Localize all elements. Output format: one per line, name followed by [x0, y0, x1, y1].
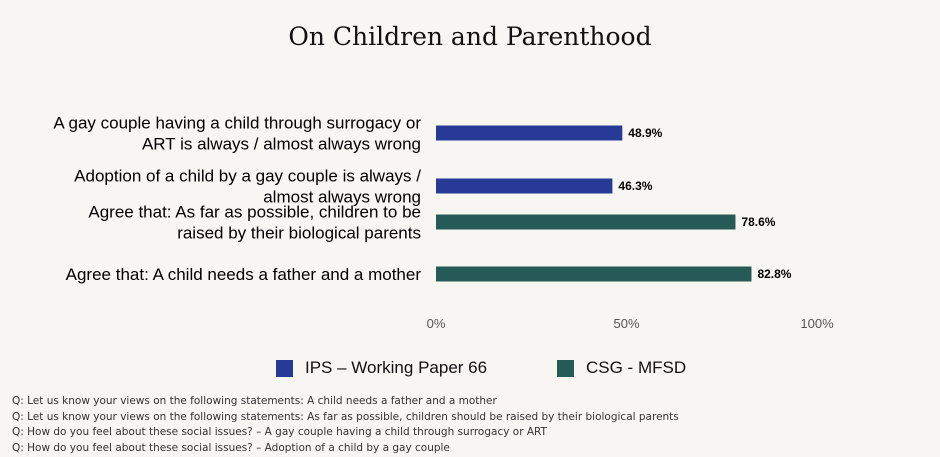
category-label: almost always wrong [263, 188, 421, 207]
bar [436, 214, 736, 230]
note-line: Q: Let us know your views on the followi… [12, 410, 679, 423]
note-line: Q: How do you feel about these social is… [12, 441, 450, 454]
question-notes: Q: Let us know your views on the followi… [12, 394, 679, 456]
note-line: Q: How do you feel about these social is… [12, 426, 547, 438]
bar-value-label: 48.9% [628, 126, 662, 140]
legend-item-csg: CSG - MFSD [557, 358, 686, 378]
category-label: ART is always / almost always wrong [142, 135, 421, 154]
legend-swatch-ips [276, 359, 293, 377]
category-label: Agree that: A child needs a father and a… [66, 265, 422, 284]
category-label: raised by their biological parents [177, 224, 421, 243]
x-tick-label: 100% [800, 316, 834, 331]
legend-item-ips: IPS – Working Paper 66 [276, 358, 487, 378]
bar [436, 266, 752, 282]
x-tick-label: 0% [427, 316, 446, 331]
legend-swatch-csg [557, 359, 574, 377]
x-tick-label: 50% [613, 316, 639, 331]
note-line: Q: Let us know your views on the followi… [12, 395, 497, 407]
category-label: Agree that: As far as possible, children… [88, 203, 421, 222]
legend-label-ips: IPS – Working Paper 66 [305, 358, 488, 377]
bar [436, 178, 613, 194]
bar [436, 125, 623, 141]
category-label: Adoption of a child by a gay couple is a… [74, 167, 421, 186]
category-label: A gay couple having a child through surr… [53, 114, 421, 133]
bar-value-label: 82.8% [757, 267, 791, 281]
bar-value-label: 78.6% [741, 215, 775, 229]
legend-label-csg: CSG - MFSD [586, 358, 687, 377]
bar-value-label: 46.3% [618, 179, 652, 193]
chart-title: On Children and Parenthood [288, 22, 652, 51]
